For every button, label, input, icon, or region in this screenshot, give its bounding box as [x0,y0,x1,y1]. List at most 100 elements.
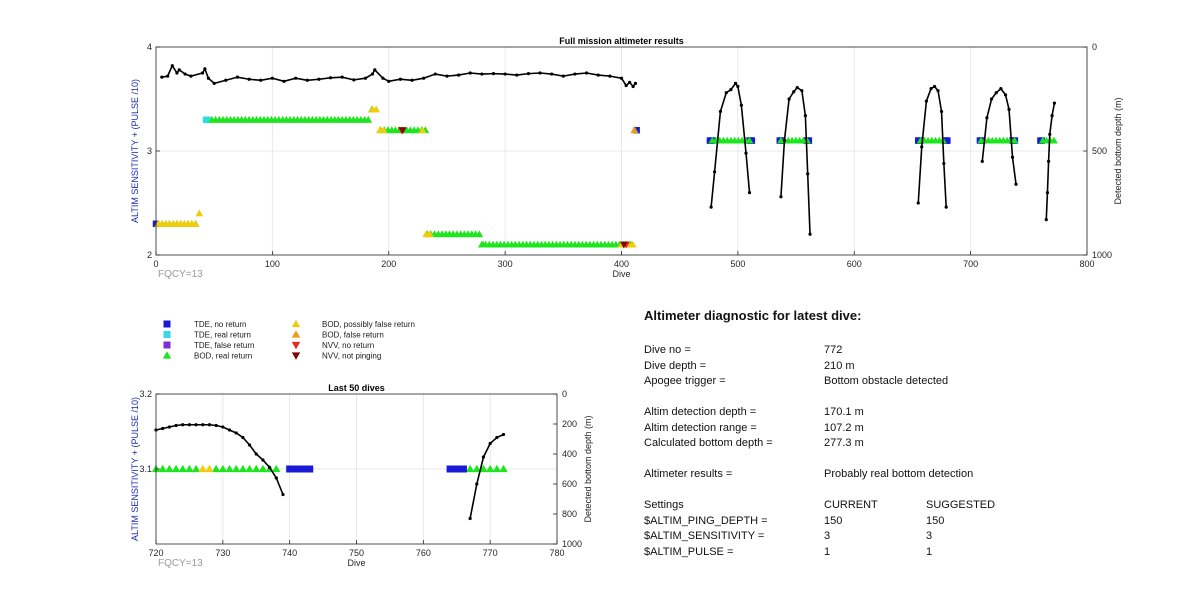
depth-point [175,71,179,75]
legend-marker [163,331,171,338]
marker-bod_real_return [745,136,754,144]
y-tick-label: 4 [147,42,152,52]
depth-point [1010,155,1015,159]
depth-point [445,74,449,78]
depth-point [916,201,920,205]
depth-point [241,435,245,440]
depth-point [806,172,810,176]
depth-point [305,78,309,82]
marker-bod_real_return [185,464,194,473]
depth-point [713,170,717,174]
depth-point [733,81,738,85]
marker-bod_real_return [272,464,281,473]
depth-point [739,103,743,107]
depth-point [985,116,989,120]
marker-bod_false_return [630,126,639,134]
y2-axis-label: Detected bottom depth (m) [1113,97,1123,204]
y-tick-label: 3.2 [139,389,152,399]
y2-tick-label: 0 [562,389,567,399]
depth-point [481,455,486,459]
y2-tick-label: 1000 [1092,250,1112,260]
depth-point [207,423,212,427]
marker-bod_real_return [171,464,181,473]
y-axis-label: ALTIM SENSITIVITY + (PULSE /10) [130,79,140,223]
depth-point [932,84,937,89]
marker-tde_no_return [299,465,307,473]
x-tick-label: 0 [153,259,158,269]
diagnostic-spacer [644,483,1164,499]
depth-point [1007,107,1011,111]
depth-point [939,109,944,114]
diagnostic-row: Dive depth = 210 m [644,359,1164,375]
marker-tde_no_return [944,137,951,144]
depth-point [381,76,385,80]
diagnostic-value: 150 [824,514,843,527]
legend-marker [163,320,171,328]
depth-point [422,76,426,80]
y2-tick-label: 500 [1092,146,1107,156]
y2-tick-label: 400 [562,449,577,459]
diagnostic-value: 210 m [824,359,855,372]
marker-bod_real_return [252,464,261,473]
diagnostic-suggested-value: 150 [926,514,945,527]
marker-tde_no_return [306,465,314,473]
y-tick-label: 2 [147,250,152,260]
x-tick-label: 100 [265,259,280,269]
depth-point [724,91,728,95]
legend-marker [162,351,172,359]
marker-bod_real_return [1010,136,1019,144]
depth-point [317,77,321,81]
x-tick-label: 500 [730,259,745,269]
depth-point [247,77,251,81]
last-50-dives-chart: 720 730 740 750 760 770 780 3.1 3.2 0 200 400 600 800… [130,383,593,569]
depth-point [206,76,210,80]
legend-label: TDE, no return [194,320,246,329]
depth-point [1003,93,1008,97]
diagnostic-suggested-value: 1 [926,545,933,558]
marker-bod_real_return [218,464,228,473]
x-tick-label: 700 [963,259,978,269]
depth-point [779,195,783,199]
depth-point [468,71,472,75]
diagnostic-row: Dive no = 772 [644,343,1164,359]
depth-line [710,82,751,208]
depth-point [166,74,170,78]
marker-nvv_not_pinging [398,127,407,135]
marker-bod_possibly_false_return [379,126,388,134]
depth-point [234,431,238,435]
diagnostic-row: Calculated bottom depth = 277.3 m [644,436,1164,452]
depth-point [550,72,554,76]
x-tick-label: 300 [498,259,513,269]
depth-point [352,78,356,82]
depth-point [573,72,577,76]
depth-point [792,90,796,94]
depth-point [456,73,461,77]
marker-tde_no_return [446,465,454,473]
diagnostic-label: $ALTIM_PULSE = [644,545,734,558]
depth-point [782,139,787,143]
marker-bod_real_return [364,115,373,123]
legend-label: BOD, real return [194,352,252,361]
depth-point [259,78,263,82]
depth-point [1014,182,1018,186]
depth-point [167,425,171,429]
diagnostic-label: Altim detection depth = [644,406,757,418]
depth-point [410,78,414,82]
depth-point [387,79,391,83]
marker-bod_real_return [225,464,234,473]
depth-point [221,425,225,429]
depth-point [281,492,285,497]
y2-tick-label: 600 [562,479,577,489]
depth-point [212,81,216,85]
depth-point [526,72,531,76]
diagnostic-value: Probably real bottom detection [824,468,974,480]
y2-tick-label: 800 [562,509,577,519]
x-tick-label: 740 [282,548,297,558]
depth-point [187,423,192,427]
depth-point [189,74,193,78]
legend-label: NVV, not pinging [322,352,381,361]
x-tick-label: 200 [381,259,396,269]
depth-point [942,161,946,166]
